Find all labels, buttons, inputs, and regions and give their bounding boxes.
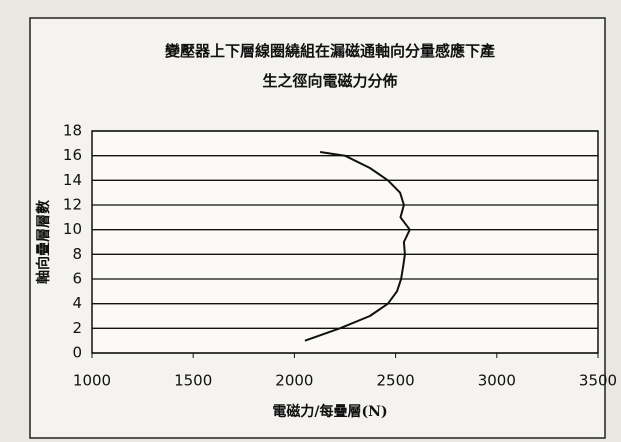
- chart-title: 生之徑向電磁力分佈: [262, 72, 397, 90]
- y-tick-label: 10: [63, 220, 82, 238]
- data-line: [304, 151, 411, 342]
- x-tick-label: 3000: [478, 372, 516, 390]
- x-tick-label: 1000: [73, 372, 111, 390]
- y-tick-label: 2: [72, 319, 82, 337]
- x-tick-label: 1500: [174, 372, 212, 390]
- y-tick-label: 4: [72, 294, 82, 312]
- x-axis-label: 電磁力/每疊層(N): [272, 403, 387, 420]
- y-tick-label: 8: [72, 245, 82, 263]
- y-tick-label: 6: [72, 270, 82, 288]
- y-tick-label: 0: [72, 344, 82, 362]
- y-tick-label: 16: [63, 146, 82, 164]
- chart-title: 變壓器上下層線圈繞組在漏磁通軸向分量感應下產: [164, 42, 495, 60]
- x-tick-label: 3500: [579, 372, 617, 390]
- y-tick-label: 18: [63, 122, 82, 140]
- y-axis-label: 軸向疊層層數: [35, 200, 52, 284]
- y-tick-label: 14: [63, 171, 82, 189]
- x-tick-label: 2000: [275, 372, 313, 390]
- plot-area: [91, 130, 599, 354]
- x-tick-label: 2500: [377, 372, 415, 390]
- y-tick-label: 12: [63, 196, 82, 214]
